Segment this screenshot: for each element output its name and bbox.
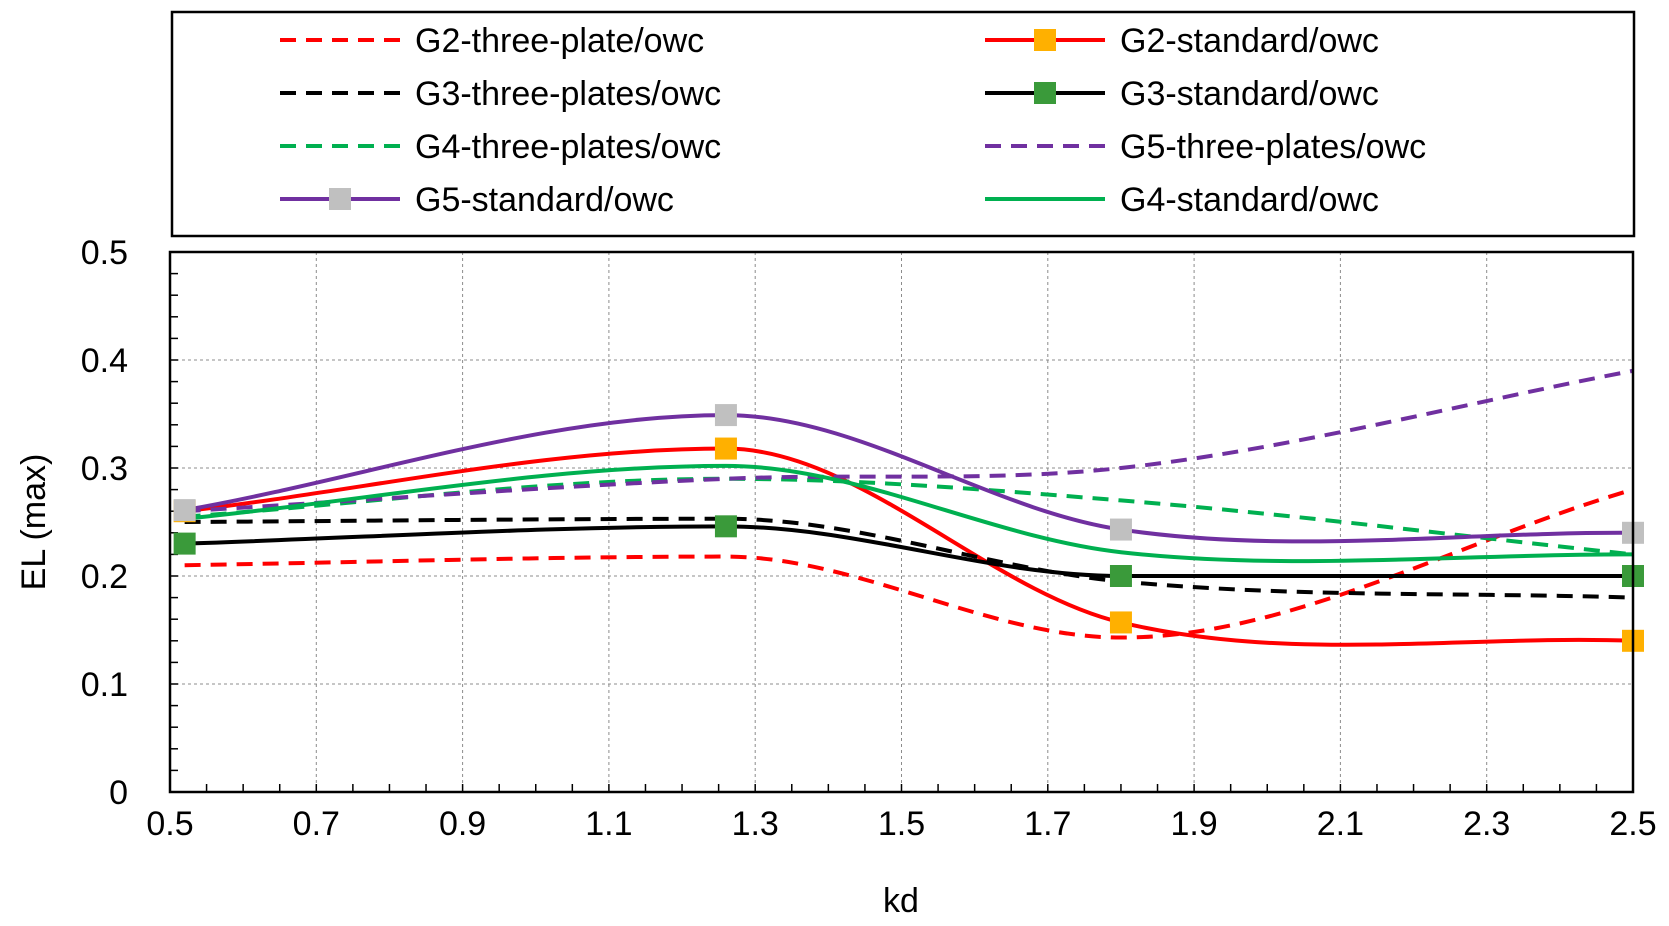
y-tick-label: 0.1 [81,666,128,704]
y-tick-label: 0.2 [81,558,128,596]
x-tick-label: 1.3 [732,805,779,843]
x-tick-labels: 0.5 0.7 0.9 1.1 1.3 1.5 1.7 1.9 2.1 2.3 2.5 [146,805,1656,843]
legend-item-g5-standard-owc: G5-standard/owc [280,181,674,219]
x-tick-label: 2.5 [1609,805,1656,843]
legend-box [170,10,1636,238]
legend-label: G5-three-plates/owc [1120,128,1426,166]
marker-g5-standard-owc [173,499,196,522]
marker-g5-standard-owc [714,404,737,427]
legend-label: G4-standard/owc [1120,181,1379,219]
legend-label: G2-three-plate/owc [415,22,704,60]
legend-swatch-marker [1034,82,1056,104]
legend-label: G4-three-plates/owc [415,128,721,166]
series-line-g4-three-plates-owc [184,476,1634,557]
x-tick-label: 1.7 [1024,805,1071,843]
legend-label: G5-standard/owc [415,181,674,219]
y-tick-label: 0 [109,774,128,812]
x-tick-label: 1.5 [878,805,925,843]
marker-g5-standard-owc [1109,518,1132,541]
marker-g2-standard-owc [1109,611,1132,634]
y-tick-label: 0.3 [81,450,128,488]
legend-label: G2-standard/owc [1120,22,1379,60]
series-lines [184,368,1634,647]
marker-g3-standard-owc [714,515,737,538]
legend-item-g4-three-plates-owc: G4-three-plates/owc [280,128,721,166]
legend-swatch-marker [329,188,351,210]
x-tick-label: 0.5 [146,805,193,843]
legend: G2-three-plate/owc G2-standard/owc G3-thre… [280,22,1426,219]
legend-item-g4-standard-owc: G4-standard/owc [985,181,1379,219]
series-line-g5-three-plates-owc [184,368,1634,514]
marker-g3-standard-owc [1109,565,1132,587]
legend-label: G3-standard/owc [1120,75,1379,113]
series-line-g4-standard-owc [184,463,1634,564]
x-tick-label: 1.1 [585,805,632,843]
marker-g3-standard-owc [173,532,196,555]
legend-item-g3-standard-owc: G3-standard/owc [985,75,1379,113]
legend-item-g2-three-plate-owc: G2-three-plate/owc [280,22,704,60]
legend-item-g2-standard-owc: G2-standard/owc [985,22,1379,60]
legend-item-g5-three-plates-owc: G5-three-plates/owc [985,128,1426,166]
series-line-g2-standard-owc [184,446,1634,647]
x-tick-label: 2.1 [1317,805,1364,843]
x-tick-label: 1.9 [1170,805,1217,843]
x-tick-label: 0.7 [293,805,340,843]
series-line-g3-standard-owc [184,524,1633,579]
marker-g2-standard-owc [714,437,737,460]
legend-item-g3-three-plates-owc: G3-three-plates/owc [280,75,721,113]
y-axis-title: EL (max) [15,454,53,591]
series-line-g5-standard-owc [184,413,1634,544]
x-tick-label: 2.3 [1463,805,1510,843]
plot-frame [168,250,1635,794]
y-tick-labels: 0 0.1 0.2 0.3 0.4 0.5 [81,234,128,812]
legend-label: G3-three-plates/owc [415,75,721,113]
x-tick-label: 0.9 [439,805,486,843]
minor-ticks [169,251,1634,793]
y-tick-label: 0.4 [81,342,128,380]
legend-swatch-marker [1034,29,1056,51]
x-axis-title: kd [883,882,919,920]
series-line-g3-three-plates-owc [184,516,1634,600]
series-markers [173,404,1644,652]
y-tick-label: 0.5 [81,234,128,272]
series-line-g2-three-plate-owc [184,487,1634,640]
